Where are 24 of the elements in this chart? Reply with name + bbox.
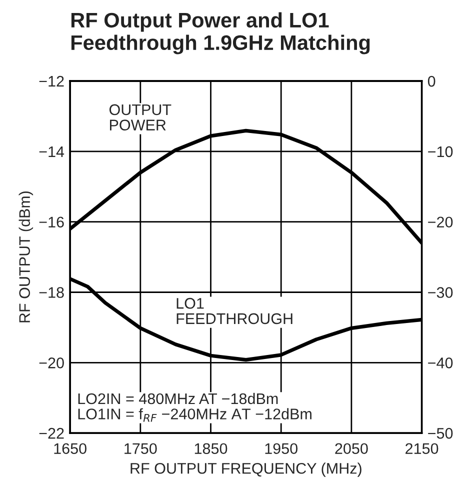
x-tick-label: 2150 [406,443,438,454]
x-axis-title: RF OUTPUT FREQUENCY (MHz) [130,462,362,477]
y-tick-label: −14 [39,146,64,157]
y2-tick-label: −50 [428,428,453,439]
y-tick-label: −16 [39,216,64,228]
x-tick-label: 2050 [335,443,368,454]
annotation: LO1 FEEDTHROUGH [176,298,292,324]
y-tick-label: −18 [39,287,64,298]
y-tick-label: −22 [39,428,64,439]
x-tick-label: 1650 [54,443,86,454]
y2-tick-label: −20 [428,216,453,228]
y2-tick-label: −10 [428,146,453,158]
y2-tick-label: −40 [428,358,453,368]
chart-title: RF Output Power and LO1 Feedthrough 1.9GHz Matching [71,12,370,54]
x-tick-label: 1750 [124,443,157,454]
y2-tick-label: −30 [428,287,453,298]
x-tick-label: 1850 [194,443,228,454]
y-tick-label: −12 [39,76,64,87]
annotation: LO2IN = 480MHz AT −18dBm LO1IN = f$_{RF}$ −240MHz AT −12dBm [78,392,312,422]
annotation: OUTPUT POWER [109,104,172,130]
y-tick-label: −20 [39,358,64,368]
y-axis-title: RF OUTPUT (dBm) [18,191,34,322]
x-tick-label: 1950 [265,443,298,454]
y2-tick-label: 0 [428,76,436,87]
